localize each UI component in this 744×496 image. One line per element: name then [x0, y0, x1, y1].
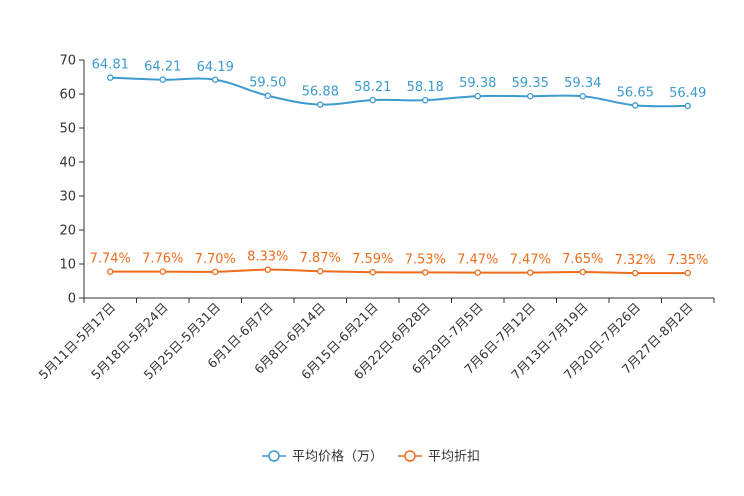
data-point	[684, 269, 692, 277]
data-point	[474, 269, 481, 276]
legend-item-0: 平均价格（万）	[262, 449, 383, 465]
data-point	[632, 269, 639, 277]
data-label: 59.38	[459, 76, 496, 91]
data-point	[632, 102, 639, 109]
data-label: 58.21	[354, 80, 391, 95]
data-label: 56.88	[302, 85, 339, 100]
data-label: 7.53%	[405, 252, 446, 267]
data-label: 7.65%	[562, 252, 603, 267]
data-point	[264, 266, 271, 273]
data-label: 7.35%	[667, 253, 708, 268]
data-point	[369, 96, 376, 104]
data-label: 7.59%	[352, 252, 393, 267]
data-label: 7.87%	[300, 251, 341, 266]
legend-item-1: 平均折扣	[398, 450, 480, 465]
data-label: 64.81	[92, 58, 129, 73]
data-label: 7.74%	[90, 252, 131, 267]
y-tick-label: 20	[59, 224, 76, 239]
series-line	[110, 76, 688, 108]
data-label: 7.32%	[615, 253, 656, 268]
series-1: 7.74% 7.76% 7.70% 8.33% 7.87% 7.59% 7.53% 7.47%…	[90, 250, 708, 277]
y-tick-label: 10	[59, 258, 76, 273]
data-point	[421, 269, 429, 276]
data-label: 7.76%	[142, 252, 183, 267]
data-point	[527, 92, 534, 100]
data-point	[369, 268, 376, 276]
data-label: 7.47%	[457, 253, 498, 268]
y-tick-label: 60	[59, 88, 76, 103]
data-label: 64.21	[144, 60, 181, 75]
data-point	[211, 76, 219, 84]
data-label: 59.50	[249, 76, 286, 91]
data-point	[579, 92, 587, 100]
data-label: 7.70%	[195, 252, 236, 267]
data-point	[316, 101, 324, 108]
y-tick-label: 40	[59, 156, 76, 171]
data-point	[579, 268, 587, 276]
data-point	[421, 96, 429, 104]
legend-marker-icon	[268, 450, 280, 462]
legend-label: 平均折扣	[428, 450, 480, 465]
y-tick-label: 0	[68, 292, 76, 307]
data-point	[527, 269, 534, 276]
data-point	[159, 76, 166, 83]
series-0: 64.81 64.21 64.19 59.50 56.88 58.21 58.18 59.38…	[92, 58, 706, 110]
series-line	[110, 268, 688, 275]
data-point	[684, 102, 692, 110]
data-point	[264, 92, 271, 99]
legend-label: 平均价格（万）	[292, 449, 383, 465]
data-label: 59.34	[564, 76, 601, 91]
data-label: 7.47%	[510, 253, 551, 268]
data-label: 64.19	[197, 60, 234, 75]
data-label: 56.65	[617, 85, 654, 100]
y-tick-label: 50	[59, 122, 76, 137]
y-tick-label: 70	[59, 54, 76, 69]
data-label: 58.18	[407, 80, 444, 95]
data-point	[107, 268, 114, 275]
data-label: 8.33%	[247, 250, 288, 265]
data-point	[474, 92, 481, 100]
data-point	[159, 268, 166, 275]
data-label: 59.35	[512, 76, 549, 91]
data-point	[107, 74, 114, 81]
data-label: 56.49	[669, 86, 706, 101]
data-point	[316, 267, 324, 275]
y-tick-label: 30	[59, 190, 76, 205]
legend-marker-icon	[404, 450, 416, 462]
data-point	[211, 268, 219, 276]
